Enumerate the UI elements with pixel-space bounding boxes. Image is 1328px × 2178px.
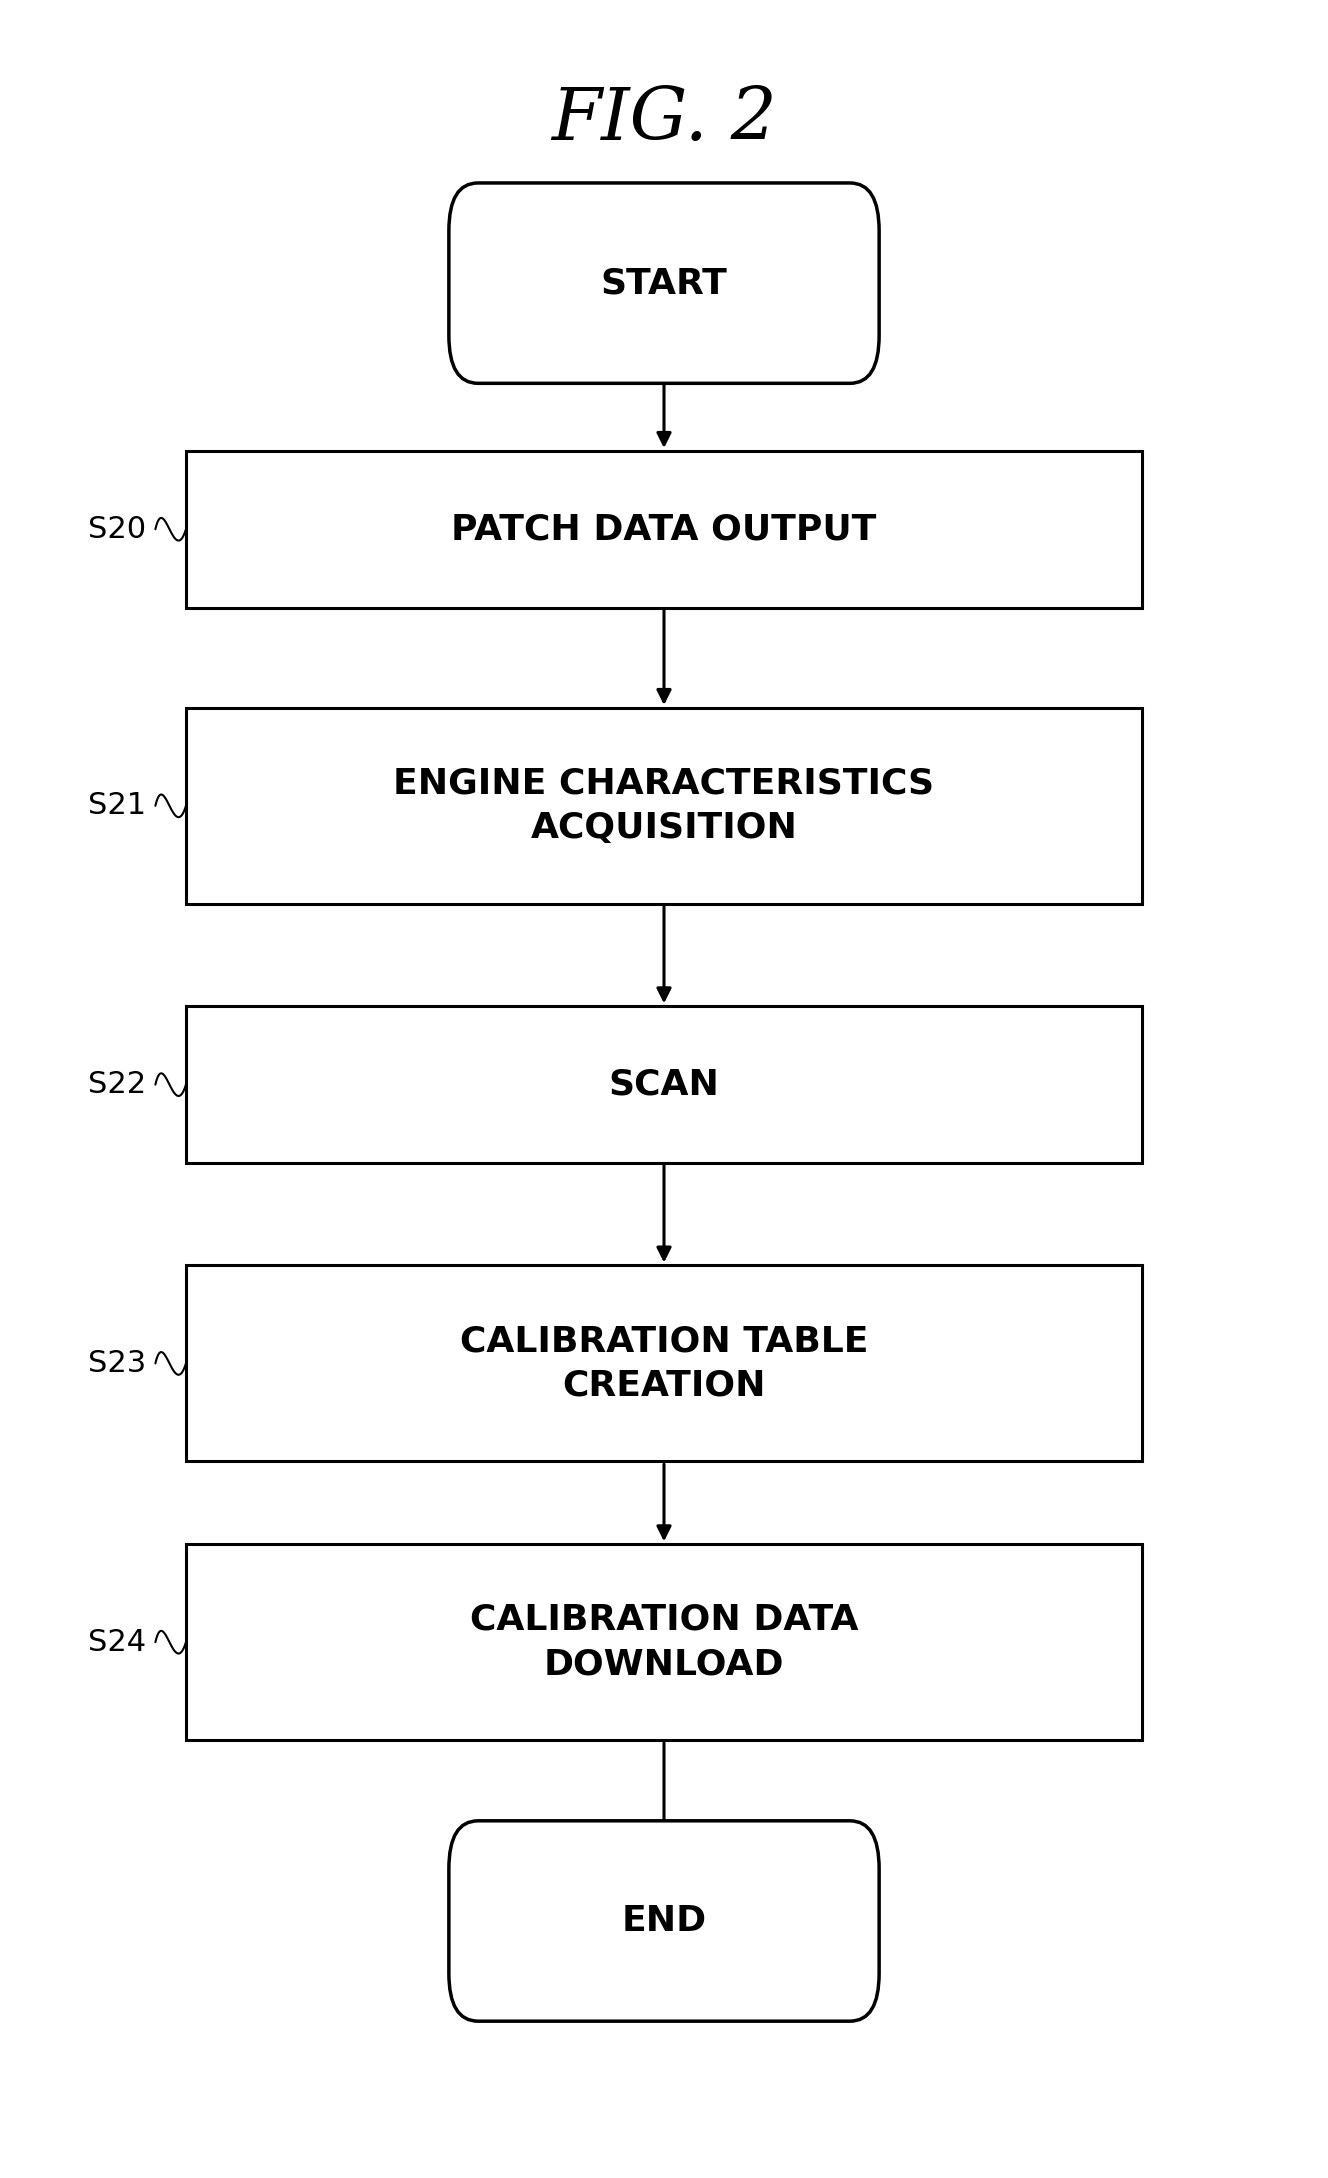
Text: S20: S20 bbox=[88, 514, 146, 544]
FancyBboxPatch shape bbox=[449, 1821, 879, 2021]
Text: S22: S22 bbox=[88, 1069, 146, 1100]
Text: CALIBRATION DATA
DOWNLOAD: CALIBRATION DATA DOWNLOAD bbox=[470, 1603, 858, 1681]
Text: CALIBRATION TABLE
CREATION: CALIBRATION TABLE CREATION bbox=[459, 1324, 869, 1403]
Bar bbox=[186, 1265, 1142, 1461]
FancyBboxPatch shape bbox=[449, 183, 879, 383]
Text: FIG. 2: FIG. 2 bbox=[551, 85, 777, 155]
Text: PATCH DATA OUTPUT: PATCH DATA OUTPUT bbox=[452, 512, 876, 547]
Text: S24: S24 bbox=[88, 1627, 146, 1657]
Text: ENGINE CHARACTERISTICS
ACQUISITION: ENGINE CHARACTERISTICS ACQUISITION bbox=[393, 767, 935, 845]
Bar bbox=[186, 1006, 1142, 1163]
Bar bbox=[186, 708, 1142, 904]
Bar bbox=[186, 451, 1142, 608]
Text: START: START bbox=[600, 266, 728, 301]
Text: END: END bbox=[622, 1904, 706, 1938]
Text: SCAN: SCAN bbox=[608, 1067, 720, 1102]
Bar bbox=[186, 1544, 1142, 1740]
Text: S21: S21 bbox=[88, 791, 146, 821]
Text: S23: S23 bbox=[88, 1348, 146, 1379]
